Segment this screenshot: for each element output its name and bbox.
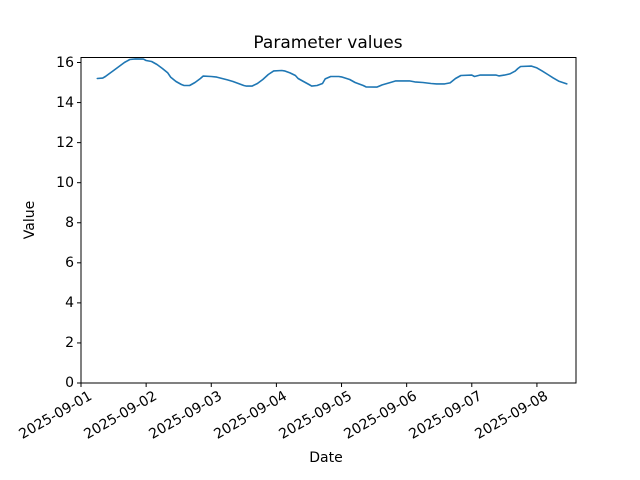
x-axis-label: Date [309,450,343,466]
tick-marks [77,62,538,387]
y-tick-label: 0 [65,375,74,391]
y-tick-label: 2 [65,334,74,351]
y-tick-label: 14 [56,94,74,111]
y-tick-label: 10 [56,174,74,191]
y-tick-label: 8 [65,214,74,231]
y-tick-label: 16 [56,54,74,71]
y-tick-label: 12 [56,134,74,151]
chart-title: Parameter values [253,33,403,53]
y-tick-label: 4 [65,294,74,311]
data-line-series [96,58,568,88]
axes-frame [80,57,577,384]
y-tick-label: 6 [65,254,74,271]
